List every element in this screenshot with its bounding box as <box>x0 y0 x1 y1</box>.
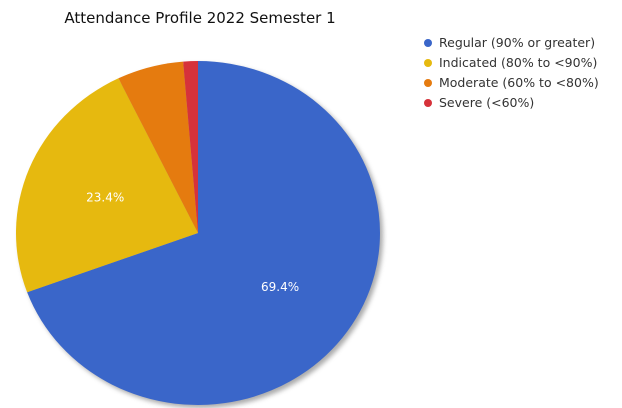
pie-slice-1 <box>15 78 198 293</box>
slice-data-label-0: 69.4% <box>261 280 299 294</box>
chart-title: Attendance Profile 2022 Semester 1 <box>64 9 336 27</box>
pie-slice-2 <box>118 61 198 233</box>
legend-item-0: Regular (90% or greater) <box>424 33 599 53</box>
legend-swatch-0 <box>424 39 432 47</box>
legend-item-2: Moderate (60% to <80%) <box>424 73 599 93</box>
slice-data-label-1: 23.4% <box>86 191 124 205</box>
legend-swatch-3 <box>424 99 432 107</box>
legend-label-0: Regular (90% or greater) <box>439 35 596 50</box>
legend-item-1: Indicated (80% to <90%) <box>424 53 599 73</box>
legend-label-1: Indicated (80% to <90%) <box>439 55 598 70</box>
legend-swatch-2 <box>424 79 432 87</box>
pie-chart: 69.4% 23.4% <box>15 60 383 408</box>
legend: Regular (90% or greater) Indicated (80% t… <box>424 33 599 113</box>
pie-slice-3 <box>183 60 198 233</box>
pie-slices <box>15 60 380 405</box>
legend-label-3: Severe (<60%) <box>439 95 535 110</box>
legend-swatch-1 <box>424 59 432 67</box>
pie-slice-0 <box>27 61 380 405</box>
legend-label-2: Moderate (60% to <80%) <box>439 75 599 90</box>
pie-slice-labels: 69.4% 23.4% <box>86 191 299 295</box>
legend-item-3: Severe (<60%) <box>424 93 599 113</box>
